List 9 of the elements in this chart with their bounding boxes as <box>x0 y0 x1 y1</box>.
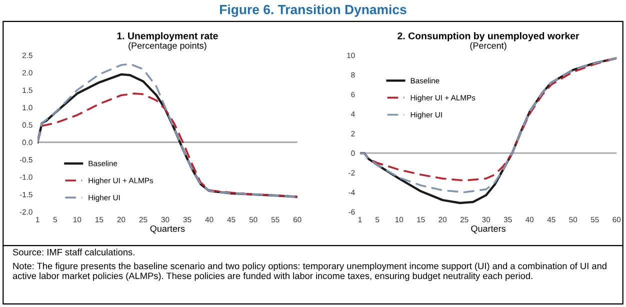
chart-title: 2. Consumption by unemployed worker <box>398 32 580 42</box>
source-note: Source: IMF staff calculations. <box>12 248 134 256</box>
chart-subtitle: (Percent) <box>470 42 506 51</box>
x-axis-title: Quarters <box>471 225 506 234</box>
text: Note: The figure presents the baseline scenario and two policy options: temporary unemployment income support (UI) and a combination of UI and active labor market policies (ALMPs). These policies are funded with labor income taxes, ensuring budget neutrality each period. <box>12 262 606 281</box>
chart-subtitle: (Percentage points) <box>128 42 206 51</box>
chart-title: 1. Unemployment rate <box>117 32 218 42</box>
x-axis-title: Quarters <box>150 225 185 234</box>
text: Figure 6. Transition Dynamics <box>220 4 406 17</box>
